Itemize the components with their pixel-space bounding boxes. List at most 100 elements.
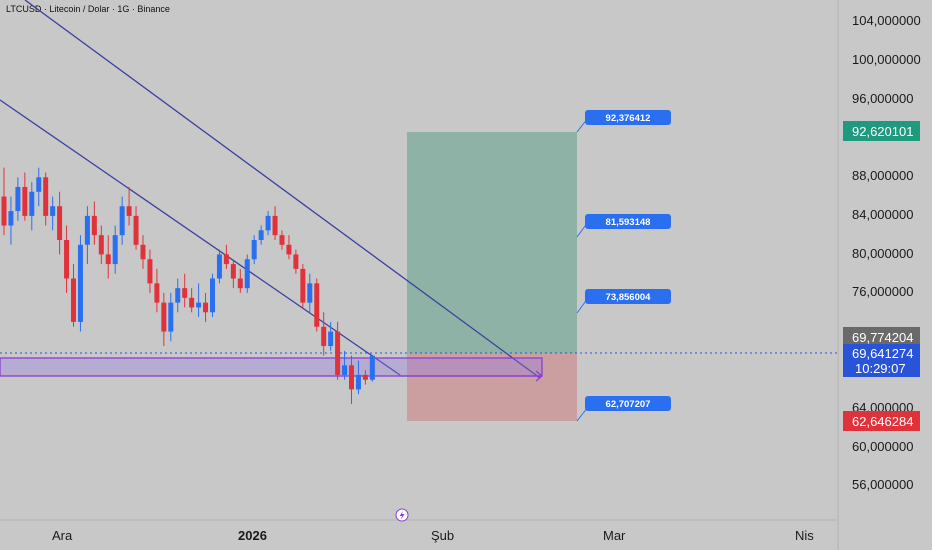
candle-body [349,365,354,390]
candle-body [189,297,195,308]
label-mid[interactable]: 81,593148 [576,214,671,238]
candle-body [223,254,229,265]
label-mid-box [585,214,671,229]
x-tick-label: Ara [52,528,73,543]
x-tick-label: Şub [431,528,454,543]
candle-body [168,302,174,332]
candle-body [36,177,42,192]
candle-body [1,196,7,226]
candle-body [210,278,215,313]
candle-body [362,374,368,380]
y-tick-label: 56,000000 [852,477,913,492]
candle-body [71,278,76,322]
stop-zone [407,353,577,421]
candles [1,167,375,404]
candle-body [314,283,320,327]
candle-body [244,259,250,289]
label-entry-box [585,289,671,304]
candle-body [15,186,21,212]
candle-body [161,302,167,332]
candle-body [300,268,306,303]
chart-title: LTCUSD · Litecoin / Dolar · 1G · Binance [6,4,170,14]
y-tick-label: 104,000000 [852,13,921,28]
badge-level-high: 69,774204 [843,327,920,346]
candle-body [203,302,209,313]
y-tick-label: 96,000000 [852,91,913,106]
label-mid-text: 81,593148 [606,217,651,228]
label-stop[interactable]: 62,707207 [576,396,671,422]
candle-body [154,283,160,303]
candle-body [64,239,70,279]
candle-body [342,365,348,375]
badge-level-high-text: 69,774204 [852,330,913,345]
candle-body [77,244,83,322]
badge-target-top: 92,620101 [843,121,920,141]
candle-body [57,206,63,240]
candle-body [105,254,111,265]
y-axis: 104,000000 100,000000 96,000000 88,00000… [852,13,921,492]
candle-body [182,288,188,298]
candle-body [265,215,271,231]
lightning-icon[interactable] [395,508,409,522]
candle-body [91,215,97,236]
label-entry-text: 73,856004 [606,292,652,303]
y-tick-label: 80,000000 [852,246,913,261]
candle-body [251,239,257,260]
candle-body [147,259,153,284]
y-tick-label: 100,000000 [852,52,921,67]
candle-body [216,254,222,279]
candle-body [369,355,375,380]
label-entry[interactable]: 73,856004 [576,289,671,314]
badge-stop: 62,646284 [843,411,920,431]
candle-body [272,215,278,236]
label-stop-text: 62,707207 [606,399,651,410]
candle-body [126,206,132,216]
x-axis: Ara 2026 Şub Mar Nis [52,528,814,543]
candle-body [335,331,341,375]
candle-body [43,177,49,216]
candle-body [286,244,292,255]
channel-lower-line[interactable] [0,99,401,376]
x-tick-label: 2026 [238,528,267,543]
badge-countdown-text: 10:29:07 [855,361,906,376]
y-tick-label: 60,000000 [852,439,913,454]
y-tick-label: 88,000000 [852,168,913,183]
candle-body [196,302,202,308]
candle-body [279,235,285,245]
candle-body [22,186,28,216]
candle-body [321,326,327,347]
label-target[interactable]: 92,376412 [576,110,671,133]
label-stop-box [585,396,671,411]
candle-body [8,211,14,226]
y-tick-label: 84,000000 [852,207,913,222]
candle-body [293,254,299,269]
candle-body [84,215,90,245]
candle-body [50,206,56,216]
candle-body [328,331,334,347]
x-tick-label: Nis [795,528,814,543]
candle-body [230,264,236,279]
badge-stop-text: 62,646284 [852,414,913,429]
label-target-text: 92,376412 [606,113,651,124]
label-target-box [585,110,671,125]
candle-body [355,374,361,390]
candle-body [307,283,313,303]
x-tick-label: Mar [603,528,626,543]
target-zone [407,132,577,353]
channel-upper-line[interactable] [24,0,541,379]
candle-body [29,191,35,216]
y-tick-label: 76,000000 [852,284,913,299]
candle-body [119,206,125,236]
candle-body [133,215,139,245]
badge-current-price: 69,641274 10:29:07 [843,344,920,377]
candle-body [237,278,243,289]
candle-body [112,235,118,265]
candle-body [175,288,181,303]
candle-body [140,244,146,260]
candle-body [98,235,104,255]
badge-target-top-text: 92,620101 [852,124,913,139]
support-rectangle[interactable] [0,357,543,377]
badge-current-price-text: 69,641274 [852,346,913,361]
